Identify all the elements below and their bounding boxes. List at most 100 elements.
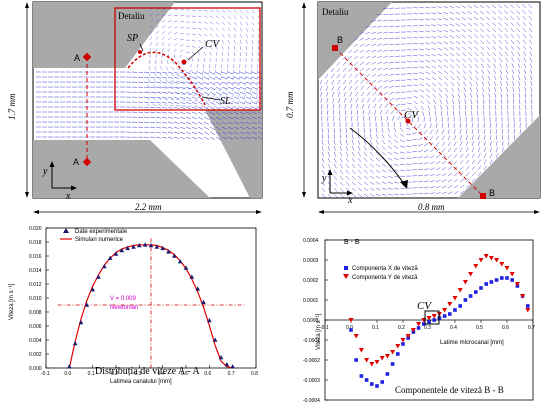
vector-arrow [185,111,192,115]
vector-arrow [369,169,375,174]
vector-arrow [389,37,395,40]
y-tick-label: 0.016 [29,254,42,260]
cv-point [181,59,187,65]
vector-arrow [453,178,459,183]
vector-arrow [504,45,509,51]
legend-marker-date-experimentale [63,228,69,233]
vector-arrow [383,25,389,28]
vector-arrow [245,15,249,20]
vector-arrow [413,25,419,27]
vector-arrow [419,30,425,33]
vector-arrow [197,91,204,95]
vector-arrow [453,160,458,165]
vector-arrow [389,43,395,46]
vector-arrow [233,21,237,26]
vector-arrow [215,39,219,44]
vector-arrow [381,181,387,185]
vector-arrow [444,76,449,81]
vector-arrow [202,63,205,68]
vector-arrow [443,64,449,69]
vector-arrow [437,59,443,63]
vector-arrow [441,166,447,171]
chart-b-caption: Componentele de viteză B - B [395,385,504,395]
vector-arrow [164,104,169,107]
vector-arrow [209,39,213,44]
vector-arrow [450,64,455,69]
vector-arrow [206,105,211,109]
vector-arrow [366,79,371,84]
vector-arrow [461,29,467,33]
vector-arrow [371,55,377,59]
vector-arrow [351,163,356,169]
data-point-y [364,358,370,363]
vector-arrow [203,126,210,130]
vector-arrow [233,91,240,95]
vector-arrow [161,86,168,89]
vector-arrow [505,63,509,69]
data-point-x [510,278,514,282]
vector-arrow [179,131,186,135]
vector-arrow [461,5,467,9]
vector-arrow [413,78,419,81]
vector-arrow [215,136,222,141]
vector-arrow [437,41,443,45]
vector-arrow [149,36,153,41]
vector-arrow [447,123,450,129]
vector-arrow [231,105,235,110]
vector-arrow [194,75,199,79]
vector-arrow [516,27,521,33]
vector-arrow [507,129,509,135]
vector-arrow [413,55,419,57]
vector-arrow [357,175,362,180]
vector-arrow [431,59,437,63]
vector-arrow [338,103,341,109]
vector-arrow [321,109,323,115]
vector-arrow [338,109,341,115]
vector-arrow [256,93,259,98]
data-point-y [514,282,520,287]
vector-arrow [441,173,447,177]
vector-arrow [239,116,246,120]
vector-arrow [437,65,443,69]
vector-arrow [333,187,338,192]
vector-arrow [327,193,332,198]
vector-arrow [179,106,186,110]
vector-arrow [197,106,204,110]
vector-arrow [431,24,437,27]
vector-arrow [354,73,359,78]
vector-arrow [330,67,335,73]
vector-arrow [399,145,405,148]
vector-arrow [250,93,253,98]
vector-arrow [477,147,481,153]
vector-arrow [233,101,240,105]
vector-arrow [245,91,252,95]
vector-arrow [321,193,326,198]
vector-arrow [351,145,355,151]
chart-a-ticks: -0.1 0.0 0.1 0.2 0.3 0.4 0.5 0.6 0.7 0.80.0000.00… [29,226,258,377]
x-tick-label: 0.8 [251,371,258,377]
vector-arrow [474,58,479,63]
vector-arrow [359,43,365,47]
vector-arrow [417,150,423,153]
vector-arrow [239,45,242,50]
vector-arrow [227,126,234,130]
vector-arrow [435,167,441,171]
vector-arrow [523,69,527,75]
chart-b-ylabel: Viteza [m s⁻¹] [316,313,322,350]
vector-arrow [407,96,413,99]
chart-a-ylabel: Viteza [m s⁻¹] [9,283,15,320]
vector-arrow [419,18,425,21]
vector-arrow [227,86,234,90]
vector-arrow [233,71,240,75]
vector-arrow [257,45,259,50]
vector-arrow [467,11,473,15]
width-arrow-left [33,210,39,214]
vector-arrow [429,192,435,195]
data-point [207,317,212,323]
vector-arrow [481,75,485,81]
vector-arrow [243,105,247,110]
vector-arrow [359,49,365,53]
vector-arrow [443,59,449,63]
vector-arrow [449,11,455,15]
vector-arrow [351,187,356,192]
